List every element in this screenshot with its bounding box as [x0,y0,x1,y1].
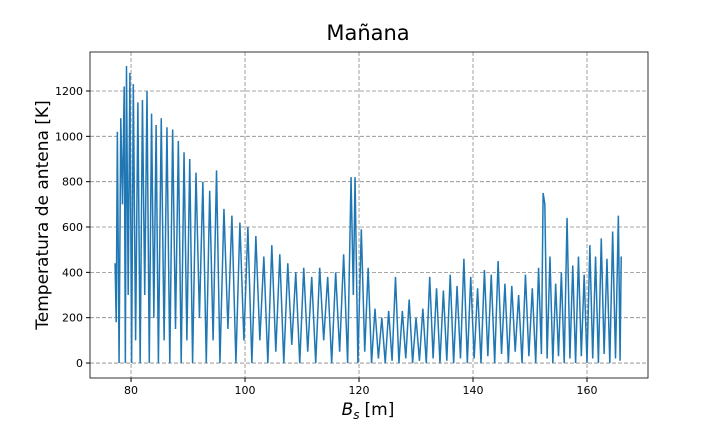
chart-title: Mañana [326,21,409,45]
plot-frame [89,51,649,379]
x-label-sub: s [353,408,359,422]
x-label-base: B [342,400,354,420]
x-axis-label: Bs [m] [342,400,395,422]
x-label-unit: [m] [365,400,395,420]
x-tick-label: 160 [577,384,598,397]
y-tick-label: 0 [76,357,83,370]
y-tick-label: 1000 [55,130,83,143]
x-tick-label: 140 [463,384,484,397]
y-axis-label: Temperatura de antena [K] [33,100,53,330]
y-tick-label: 1200 [55,85,83,98]
y-tick-label: 800 [62,176,83,189]
data-line [114,66,622,364]
x-tick-label: 100 [235,384,256,397]
x-tick-label: 120 [349,384,370,397]
y-tick-label: 200 [62,312,83,325]
x-tick-label: 80 [124,384,138,397]
y-tick-label: 600 [62,221,83,234]
y-tick-label: 400 [62,266,83,279]
